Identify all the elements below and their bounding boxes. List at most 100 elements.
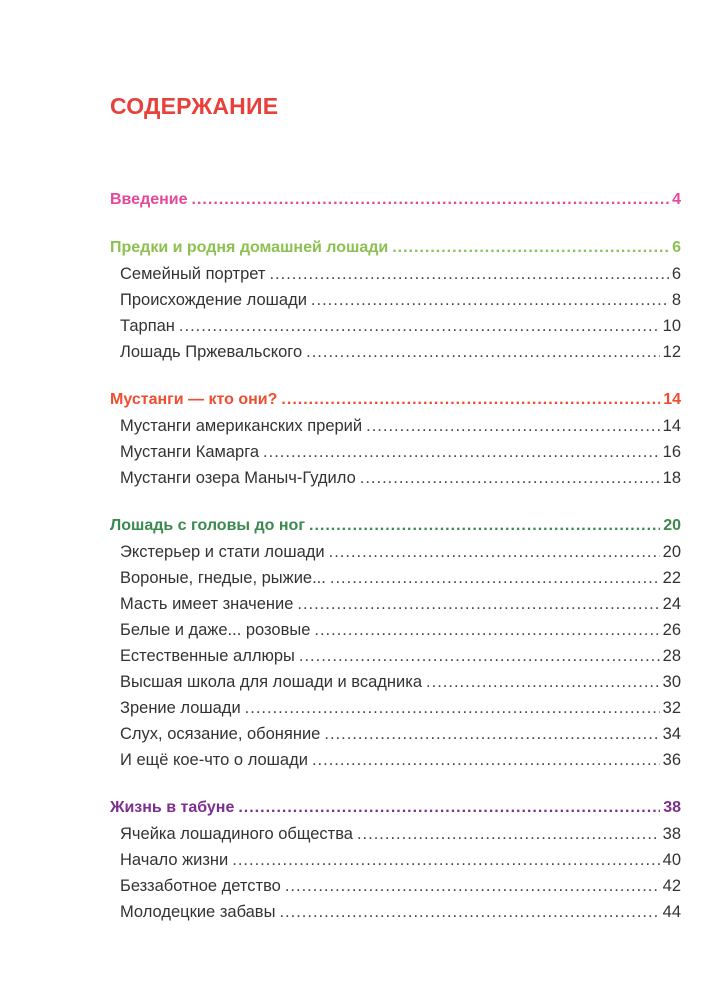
entry-title: Масть имеет значение bbox=[120, 595, 294, 613]
page-number: 12 bbox=[662, 343, 681, 361]
toc-entry[interactable]: Мустанги Камарга 16 bbox=[110, 439, 681, 465]
entry-title: Беззаботное детство bbox=[120, 877, 281, 895]
entry-title: Экстерьер и стати лошади bbox=[120, 543, 325, 561]
toc-section: Лошадь с головы до ног20Экстерьер и стат… bbox=[110, 513, 681, 773]
page-number: 10 bbox=[662, 317, 681, 335]
entry-title: Мустанги озера Маныч-Гудило bbox=[120, 469, 356, 487]
dot-leader bbox=[238, 795, 660, 821]
entry-title: Начало жизни bbox=[120, 851, 229, 869]
toc-section: Жизнь в табуне38Ячейка лошадиного общест… bbox=[110, 795, 681, 925]
dot-leader bbox=[309, 513, 660, 539]
page-number: 6 bbox=[671, 265, 681, 283]
toc-entry[interactable]: Ячейка лошадиного общества 38 bbox=[110, 821, 681, 847]
toc-entry[interactable]: Происхождение лошади 8 bbox=[110, 287, 681, 313]
entry-title: Лошадь с головы до ног bbox=[110, 517, 305, 534]
toc-entry[interactable]: Молодецкие забавы 44 bbox=[110, 899, 681, 925]
toc-entry[interactable]: Семейный портрет 6 bbox=[110, 261, 681, 287]
toc-entry[interactable]: Естественные аллюры 28 bbox=[110, 643, 681, 669]
toc-entry[interactable]: Лошадь Пржевальского 12 bbox=[110, 339, 681, 365]
entry-title: Молодецкие забавы bbox=[120, 903, 276, 921]
dot-leader bbox=[269, 261, 668, 287]
entry-title: Семейный портрет bbox=[120, 265, 266, 283]
toc-entry[interactable]: Мустанги озера Маныч-Гудило 18 bbox=[110, 465, 681, 491]
toc-entry[interactable]: Зрение лошади 32 bbox=[110, 695, 681, 721]
toc-entry[interactable]: Мустанги американских прерий 14 bbox=[110, 413, 681, 439]
page-number: 18 bbox=[662, 469, 681, 487]
entry-title: Лошадь Пржевальского bbox=[120, 343, 303, 361]
page-number: 4 bbox=[672, 191, 681, 208]
dot-leader bbox=[426, 669, 660, 695]
toc-entry[interactable]: Масть имеет значение 24 bbox=[110, 591, 681, 617]
entry-title: Естественные аллюры bbox=[120, 647, 295, 665]
page-number: 38 bbox=[663, 799, 681, 816]
page-title: СОДЕРЖАНИЕ bbox=[110, 93, 279, 119]
toc-section: Введение 4 bbox=[110, 187, 681, 213]
dot-leader bbox=[299, 643, 660, 669]
entry-title: Происхождение лошади bbox=[120, 291, 307, 309]
entry-title: Мустанги американских прерий bbox=[120, 417, 363, 435]
page-number: 38 bbox=[662, 825, 681, 843]
dot-leader bbox=[324, 721, 659, 747]
dot-leader bbox=[357, 821, 660, 847]
entry-title: Введение bbox=[110, 191, 188, 208]
dot-leader bbox=[281, 387, 660, 413]
page-number: 14 bbox=[662, 417, 681, 435]
toc-entry[interactable]: Тарпан 10 bbox=[110, 313, 681, 339]
dot-leader bbox=[279, 899, 659, 925]
entry-title: Слух, осязание, обоняние bbox=[120, 725, 321, 743]
dot-leader bbox=[245, 695, 660, 721]
section-heading[interactable]: Лошадь с головы до ног 20 bbox=[110, 513, 681, 539]
dot-leader bbox=[232, 847, 659, 873]
section-heading[interactable]: Предки и родня домашней лошади 6 bbox=[110, 235, 681, 261]
toc-entry[interactable]: Слух, осязание, обоняние 34 bbox=[110, 721, 681, 747]
toc-entry[interactable]: Высшая школа для лошади и всадника 30 bbox=[110, 669, 681, 695]
section-heading[interactable]: Жизнь в табуне 38 bbox=[110, 795, 681, 821]
page-number: 44 bbox=[662, 903, 681, 921]
entry-title: Предки и родня домашней лошади bbox=[110, 239, 389, 256]
page-number: 8 bbox=[671, 291, 681, 309]
dot-leader bbox=[311, 287, 669, 313]
toc-entry[interactable]: Начало жизни 40 bbox=[110, 847, 681, 873]
page-number: 16 bbox=[662, 443, 681, 461]
dot-leader bbox=[179, 313, 660, 339]
page-number: 36 bbox=[662, 751, 681, 769]
dot-leader bbox=[330, 565, 660, 591]
section-heading[interactable]: Введение 4 bbox=[110, 187, 681, 213]
page-number: 20 bbox=[662, 543, 681, 561]
page-number: 20 bbox=[663, 517, 681, 534]
page-number: 28 bbox=[662, 647, 681, 665]
section-heading[interactable]: Мустанги — кто они? 14 bbox=[110, 387, 681, 413]
dot-leader bbox=[306, 339, 660, 365]
toc-entry[interactable]: Экстерьер и стати лошади 20 bbox=[110, 539, 681, 565]
page-number: 34 bbox=[662, 725, 681, 743]
dot-leader bbox=[263, 439, 660, 465]
dot-leader bbox=[297, 591, 659, 617]
page-number: 22 bbox=[662, 569, 681, 587]
dot-leader bbox=[285, 873, 660, 899]
entry-title: Высшая школа для лошади и всадника bbox=[120, 673, 423, 691]
page-number: 24 bbox=[662, 595, 681, 613]
entry-title: Жизнь в табуне bbox=[110, 799, 235, 816]
page-number: 6 bbox=[672, 239, 681, 256]
entry-title: Тарпан bbox=[120, 317, 175, 335]
page-number: 30 bbox=[662, 673, 681, 691]
entry-title: Ячейка лошадиного общества bbox=[120, 825, 353, 843]
dot-leader bbox=[392, 235, 669, 261]
toc-entry[interactable]: Белые и даже... розовые 26 bbox=[110, 617, 681, 643]
entry-title: Белые и даже... розовые bbox=[120, 621, 311, 639]
toc-entry[interactable]: Вороные, гнедые, рыжие... 22 bbox=[110, 565, 681, 591]
toc-entry[interactable]: И ещё кое-что о лошади 36 bbox=[110, 747, 681, 773]
dot-leader bbox=[366, 413, 660, 439]
page-number: 42 bbox=[662, 877, 681, 895]
page-number: 40 bbox=[662, 851, 681, 869]
toc-section: Предки и родня домашней лошади6Семейный … bbox=[110, 235, 681, 365]
entry-title: Мустанги — кто они? bbox=[110, 391, 278, 408]
page-number: 26 bbox=[662, 621, 681, 639]
table-of-contents: Введение 4 Предки и родня домашней лошади 6… bbox=[110, 187, 681, 947]
toc-entry[interactable]: Беззаботное детство 42 bbox=[110, 873, 681, 899]
entry-title: Мустанги Камарга bbox=[120, 443, 260, 461]
entry-title: И ещё кое-что о лошади bbox=[120, 751, 308, 769]
page-number: 32 bbox=[662, 699, 681, 717]
page-number: 14 bbox=[663, 391, 681, 408]
